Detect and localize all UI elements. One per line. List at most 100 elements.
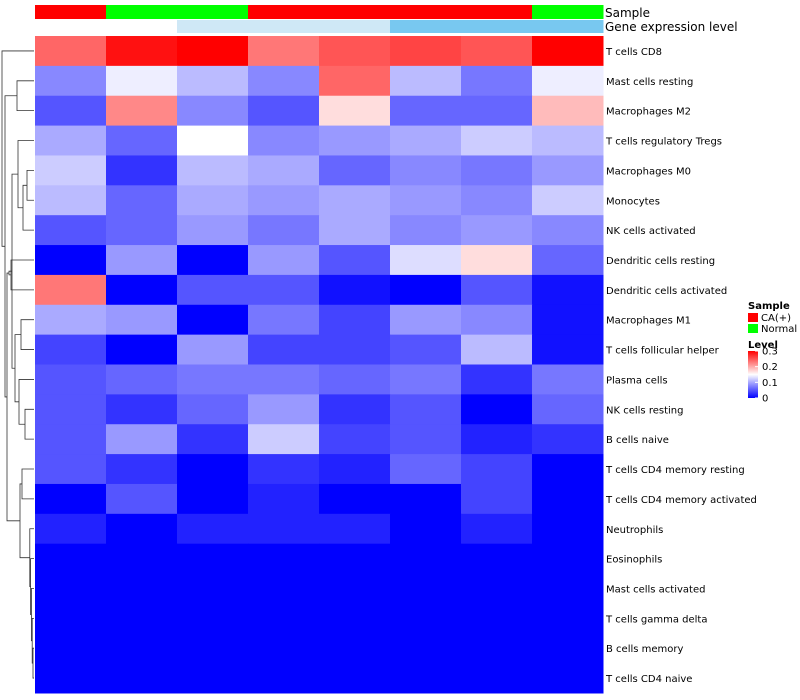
dendrogram-branch (31, 588, 34, 642)
heatmap-cell (319, 543, 391, 575)
heatmap-cell (532, 603, 604, 634)
heatmap-cell (319, 603, 391, 634)
heatmap-cell (106, 155, 178, 186)
heatmap-cell (177, 454, 249, 485)
heatmap-cell (319, 633, 391, 664)
heatmap-cell (35, 424, 107, 455)
gene-expression-annotation-cell (532, 20, 604, 33)
heatmap-cell (35, 274, 107, 306)
heatmap-cell (461, 633, 533, 664)
heatmap-cell (35, 513, 107, 545)
dendrogram-branch (24, 408, 34, 440)
heatmap-cell (319, 245, 391, 276)
heatmap-cell (35, 245, 107, 276)
row-label: Macrophages M2 (606, 107, 691, 118)
row-label: Dendritic cells resting (606, 256, 715, 267)
heatmap-cell (35, 454, 107, 485)
row-label: T cells CD4 memory resting (605, 465, 745, 476)
heatmap-cell (390, 245, 462, 276)
dendrogram-branch (16, 80, 34, 112)
heatmap-cell (390, 65, 462, 97)
heatmap-cell (390, 394, 462, 425)
heatmap-cell (248, 155, 320, 186)
heatmap-cell (35, 304, 107, 336)
heatmap-cell (35, 543, 107, 575)
heatmap-cell (319, 274, 391, 306)
dendrogram-branch (32, 647, 34, 679)
heatmap-cell (319, 185, 391, 216)
heatmap-cell (319, 424, 391, 455)
heatmap-cell (461, 215, 533, 246)
heatmap-cell (248, 65, 320, 97)
heatmap-cell (532, 454, 604, 485)
heatmap-cell (461, 424, 533, 455)
heatmap-cell (177, 65, 249, 97)
heatmap-cell (319, 155, 391, 186)
heatmap-cell (35, 36, 107, 67)
heatmap-cell (319, 454, 391, 485)
row-label: T cells CD8 (605, 47, 662, 58)
row-label: T cells regulatory Tregs (605, 137, 722, 148)
heatmap-cell (248, 603, 320, 634)
heatmap-cell (532, 483, 604, 515)
gene-expression-annotation-cell (106, 20, 178, 33)
row-label: T cells gamma delta (605, 614, 707, 625)
heatmap-cell (461, 36, 533, 67)
heatmap-cell (532, 215, 604, 246)
heatmap-cell (319, 334, 391, 365)
heatmap-cell (532, 65, 604, 97)
dendrogram-branch (26, 169, 34, 201)
heatmap-cell (177, 304, 249, 336)
heatmap-cell (390, 334, 462, 365)
heatmap-cell (390, 663, 462, 694)
heatmap-cell (461, 274, 533, 306)
heatmap-cell (532, 125, 604, 156)
sample-annotation-cell (390, 5, 462, 19)
heatmap-cell (106, 245, 178, 276)
heatmap-cell (319, 663, 391, 694)
legend-sample-label: Normal (761, 324, 797, 335)
heatmap-cell (177, 633, 249, 664)
heatmap-cell (248, 394, 320, 425)
heatmap-cell (532, 155, 604, 186)
heatmap-cell (532, 513, 604, 545)
heatmap-cell (106, 663, 178, 694)
heatmap-cell (35, 603, 107, 634)
gene-expression-annotation-label: Gene expression level (605, 20, 738, 34)
heatmap-cell (461, 65, 533, 97)
heatmap-cell (390, 424, 462, 455)
heatmap-cell (319, 483, 391, 515)
heatmap-cell (461, 663, 533, 694)
gene-expression-annotation-cell (35, 20, 107, 33)
heatmap-cell (106, 454, 178, 485)
legend-sample-title: Sample (748, 301, 790, 312)
heatmap-cell (461, 155, 533, 186)
dendrogram-branch (10, 259, 34, 291)
heatmap-cell (177, 95, 249, 127)
heatmap-cell (35, 364, 107, 395)
heatmap-cell (248, 334, 320, 365)
legend-level-colorbar (748, 351, 758, 398)
dendrogram-branch (20, 319, 34, 350)
row-label: T cells follicular helper (605, 346, 720, 357)
heatmap-cell (319, 65, 391, 97)
heatmap-cell (532, 424, 604, 455)
row-label: T cells CD4 memory activated (605, 495, 757, 506)
row-label: Monocytes (606, 196, 660, 207)
heatmap-cell (390, 483, 462, 515)
heatmap-cell (177, 36, 249, 67)
heatmap-cell (177, 663, 249, 694)
sample-annotation-cell (319, 5, 391, 19)
heatmap-cell (35, 125, 107, 156)
dendrogram-branch (1, 50, 34, 247)
heatmap-cell (248, 274, 320, 306)
heatmap-cell (177, 513, 249, 545)
heatmap-cell (390, 454, 462, 485)
row-label: B cells memory (606, 644, 683, 655)
heatmap-cell (248, 95, 320, 127)
sample-annotation-cell (106, 5, 178, 19)
heatmap-cell (106, 573, 178, 604)
heatmap-cell (532, 394, 604, 425)
heatmap-cell (248, 483, 320, 515)
dendrogram-branch (8, 270, 12, 276)
